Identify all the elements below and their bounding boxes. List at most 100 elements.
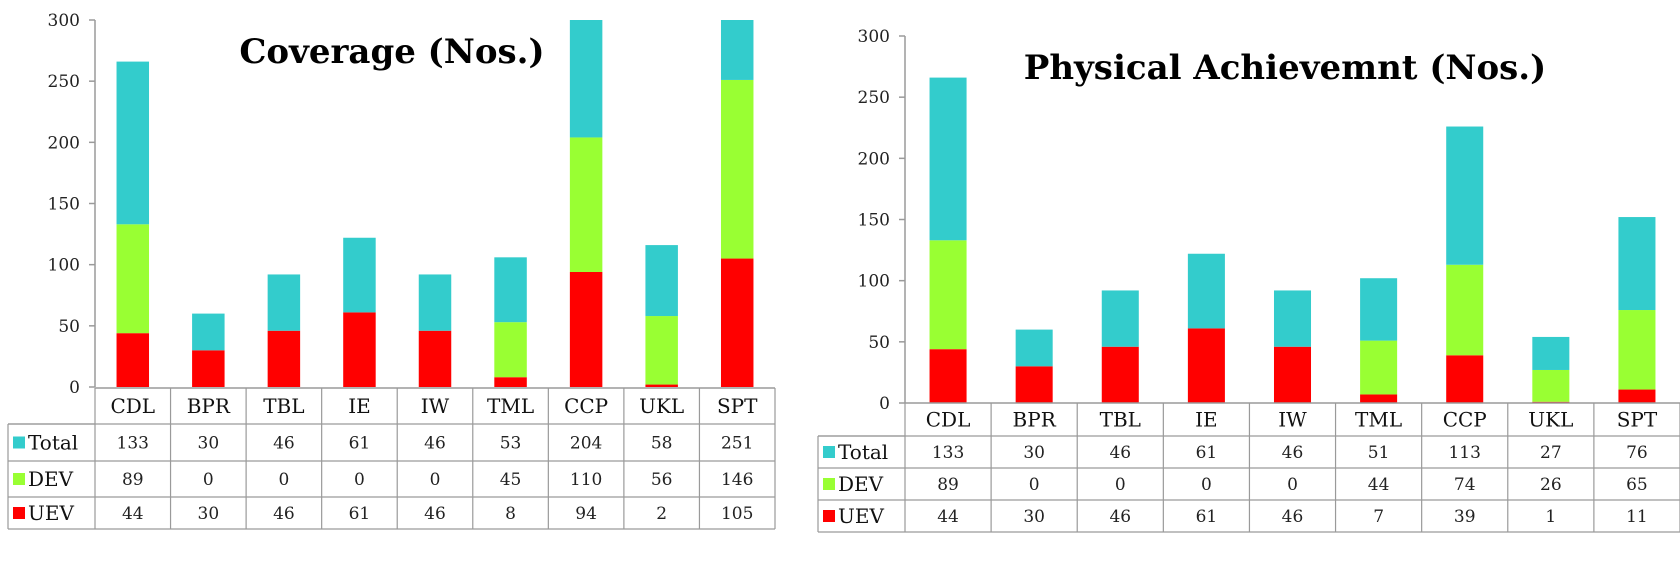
legend-key-uev	[13, 507, 25, 519]
bar-dev	[929, 240, 967, 350]
data-label: 74	[1454, 475, 1476, 495]
bar-total	[1360, 278, 1398, 341]
bar-total	[569, 20, 603, 138]
row-label: Total	[28, 431, 78, 455]
bar-uev	[1015, 366, 1053, 403]
bar-uev	[116, 333, 150, 387]
data-label: 89	[937, 475, 959, 495]
data-label: 0	[1287, 475, 1298, 495]
bar-dev	[116, 224, 150, 334]
bar-dev	[494, 322, 527, 378]
data-label: 46	[424, 434, 446, 454]
category-label: CCP	[564, 394, 608, 418]
y-tick-label: 50	[58, 317, 80, 337]
data-label: 44	[122, 504, 144, 524]
data-label: 251	[721, 434, 753, 454]
bar-uev	[1187, 328, 1225, 403]
category-label: TML	[487, 394, 534, 418]
data-label: 105	[721, 504, 753, 524]
bar-uev	[720, 258, 754, 387]
data-label: 113	[1448, 443, 1480, 463]
data-label: 30	[198, 434, 220, 454]
category-label: TML	[1355, 408, 1402, 432]
bar-dev	[720, 79, 754, 259]
bar-total	[1532, 336, 1570, 370]
data-label: 0	[203, 470, 214, 490]
data-label: 39	[1454, 507, 1476, 527]
category-label: BPR	[187, 394, 231, 418]
bar-dev	[645, 316, 678, 385]
data-label: 51	[1368, 443, 1390, 463]
bar-dev	[1446, 264, 1484, 356]
data-label: 30	[1023, 443, 1045, 463]
bar-total	[116, 61, 150, 225]
bar-uev	[1360, 394, 1398, 403]
category-label: UKL	[639, 394, 684, 418]
category-label: BPR	[1013, 408, 1057, 432]
y-tick-label: 250	[858, 88, 890, 108]
data-label: 7	[1373, 507, 1384, 527]
data-label: 46	[1282, 443, 1304, 463]
data-label: 11	[1626, 507, 1648, 527]
data-label: 65	[1626, 475, 1648, 495]
bar-uev	[645, 384, 678, 387]
bar-uev	[929, 349, 967, 403]
category-label: UKL	[1528, 408, 1573, 432]
data-label: 61	[349, 504, 371, 524]
data-label: 110	[570, 470, 602, 490]
data-label: 46	[1109, 507, 1131, 527]
y-tick-label: 200	[858, 149, 890, 169]
legend-key-total	[823, 446, 835, 458]
y-tick-label: 0	[879, 394, 890, 414]
data-label: 44	[1368, 475, 1390, 495]
data-label: 61	[1196, 507, 1218, 527]
legend-key-dev	[823, 478, 835, 490]
bar-total	[720, 20, 754, 80]
bar-total	[1273, 290, 1312, 347]
data-label: 0	[354, 470, 365, 490]
bar-total	[494, 257, 527, 323]
category-label: SPT	[1617, 408, 1658, 432]
category-label: IE	[1195, 408, 1218, 432]
legend-key-dev	[13, 473, 25, 485]
data-label: 53	[500, 434, 522, 454]
legend-key-uev	[823, 510, 835, 522]
row-label: Total	[838, 440, 888, 464]
data-label: 61	[349, 434, 371, 454]
data-label: 89	[122, 470, 144, 490]
data-label: 45	[500, 470, 522, 490]
data-label: 133	[932, 443, 964, 463]
bar-total	[1187, 253, 1225, 329]
bar-uev	[192, 350, 225, 387]
data-label: 8	[505, 504, 516, 524]
bar-dev	[569, 137, 603, 273]
legend-key-total	[13, 436, 25, 449]
bar-dev	[1618, 310, 1656, 390]
data-label: 30	[1023, 507, 1045, 527]
data-label: 0	[1115, 475, 1126, 495]
data-label: 58	[651, 434, 673, 454]
category-label: IE	[348, 394, 371, 418]
bar-uev	[569, 272, 603, 387]
data-label: 46	[1282, 507, 1304, 527]
chart-title: Physical Achievemnt (Nos.)	[1024, 48, 1546, 88]
category-label: IW	[1278, 408, 1307, 432]
data-label: 27	[1540, 443, 1562, 463]
bar-total	[418, 274, 452, 331]
category-label: CCP	[1443, 408, 1487, 432]
bar-total	[1015, 329, 1053, 367]
data-label: 0	[1201, 475, 1212, 495]
bar-uev	[267, 330, 301, 387]
bar-total	[929, 77, 967, 241]
data-label: 46	[273, 504, 295, 524]
data-label: 76	[1626, 443, 1648, 463]
data-label: 2	[656, 504, 667, 524]
data-label: 133	[117, 434, 149, 454]
y-tick-label: 200	[48, 133, 80, 153]
y-tick-label: 250	[48, 72, 80, 92]
data-label: 46	[1109, 443, 1131, 463]
bar-total	[1101, 290, 1139, 347]
category-label: TBL	[1100, 408, 1141, 432]
